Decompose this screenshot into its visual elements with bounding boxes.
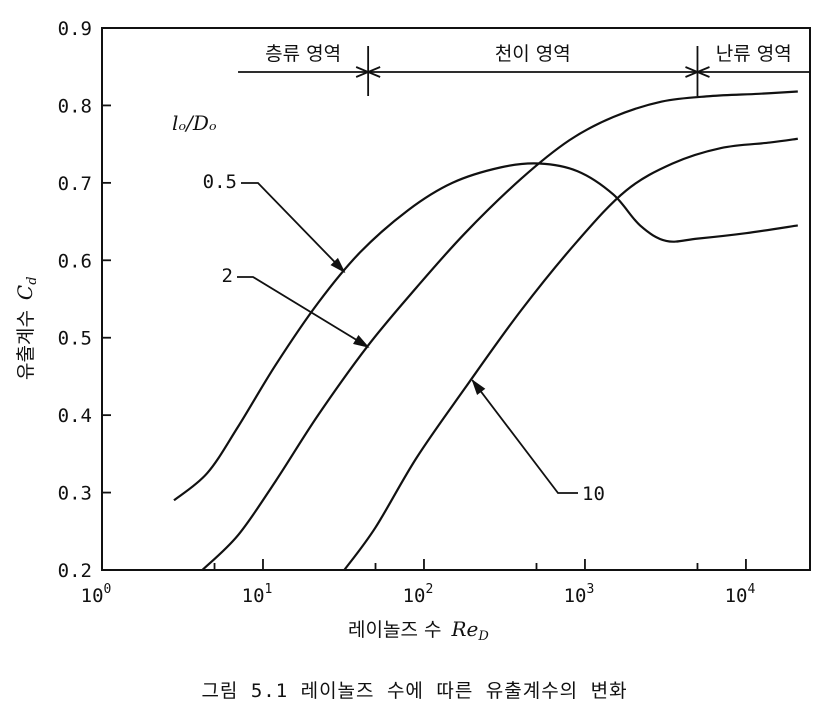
y-tick-label: 0.4: [58, 405, 92, 427]
y-tick-label: 0.9: [58, 18, 92, 40]
x-tick-exponent: 0: [104, 582, 112, 597]
series-line-0-5: [173, 162, 798, 502]
curve-leader-line: [237, 276, 369, 348]
x-tick-label: 100: [81, 582, 112, 607]
flow-regions: 층류 영역 천이 영역 난류 영역: [238, 43, 810, 96]
series-line-2: [201, 90, 798, 571]
y-axis-subscript: d: [25, 276, 40, 284]
curve-labels: 0.5 2 10: [203, 171, 605, 505]
region-label: 난류 영역: [716, 43, 792, 65]
y-tick-label: 0.7: [58, 173, 92, 195]
curve-label: 0.5: [203, 171, 237, 193]
y-axis-label: 유출계수 Cd: [13, 276, 40, 380]
y-tick-label: 0.6: [58, 250, 92, 272]
y-axis-symbol: C: [13, 285, 37, 300]
y-tick-label: 0.2: [58, 560, 92, 582]
curve-leader-arrowhead: [330, 257, 346, 274]
x-tick-label: 104: [725, 582, 756, 607]
series-curves: [173, 90, 798, 571]
curve-leader-arrowhead: [353, 335, 370, 348]
x-axis: 100 101 102 103 104: [81, 559, 756, 607]
x-tick-base: 10: [725, 585, 748, 607]
x-tick-exponent: 4: [747, 582, 755, 597]
x-tick-label: 102: [403, 582, 434, 607]
x-axis-subscript: D: [477, 629, 489, 644]
y-tick-label: 0.8: [58, 95, 92, 117]
curve-leader-line: [241, 182, 345, 273]
region-label: 천이 영역: [495, 43, 571, 65]
y-axis: 0.2 0.3 0.4 0.5 0.6 0.7 0.8 0.9: [58, 18, 111, 582]
region-arrow-left: [685, 66, 700, 78]
curve-leader-line: [471, 379, 578, 494]
x-axis-label-text: 레이놀즈 수: [348, 619, 441, 641]
series-line-10: [343, 137, 798, 571]
x-tick-exponent: 2: [426, 582, 434, 597]
x-tick-label: 103: [564, 582, 595, 607]
figure-caption: 그림 5.1 레이놀즈 수에 따른 유출계수의 변화: [201, 680, 628, 702]
curve-label: 10: [582, 483, 605, 505]
legend-title: lₒ/Dₒ: [172, 111, 217, 135]
x-tick-base: 10: [242, 585, 265, 607]
x-tick-exponent: 1: [265, 582, 273, 597]
y-tick-label: 0.3: [58, 483, 92, 505]
curve-label: 2: [222, 265, 233, 287]
y-axis-label-text: 유출계수: [15, 310, 37, 380]
region-label: 층류 영역: [265, 43, 341, 65]
x-axis-label: 레이놀즈 수 ReD: [348, 617, 489, 644]
x-tick-label: 101: [242, 582, 273, 607]
x-tick-base: 10: [81, 585, 104, 607]
x-tick-base: 10: [564, 585, 587, 607]
x-tick-base: 10: [403, 585, 426, 607]
region-arrow-left: [355, 66, 371, 78]
x-tick-exponent: 3: [586, 582, 594, 597]
plot-frame: [101, 27, 811, 571]
curve-leader-arrowhead: [471, 378, 486, 395]
y-tick-label: 0.5: [58, 328, 92, 350]
chart-figure: 0.20.30.40.50.60.70.80.9 100 101 102 103 104…: [13, 18, 811, 644]
x-axis-symbol: Re: [450, 617, 478, 641]
